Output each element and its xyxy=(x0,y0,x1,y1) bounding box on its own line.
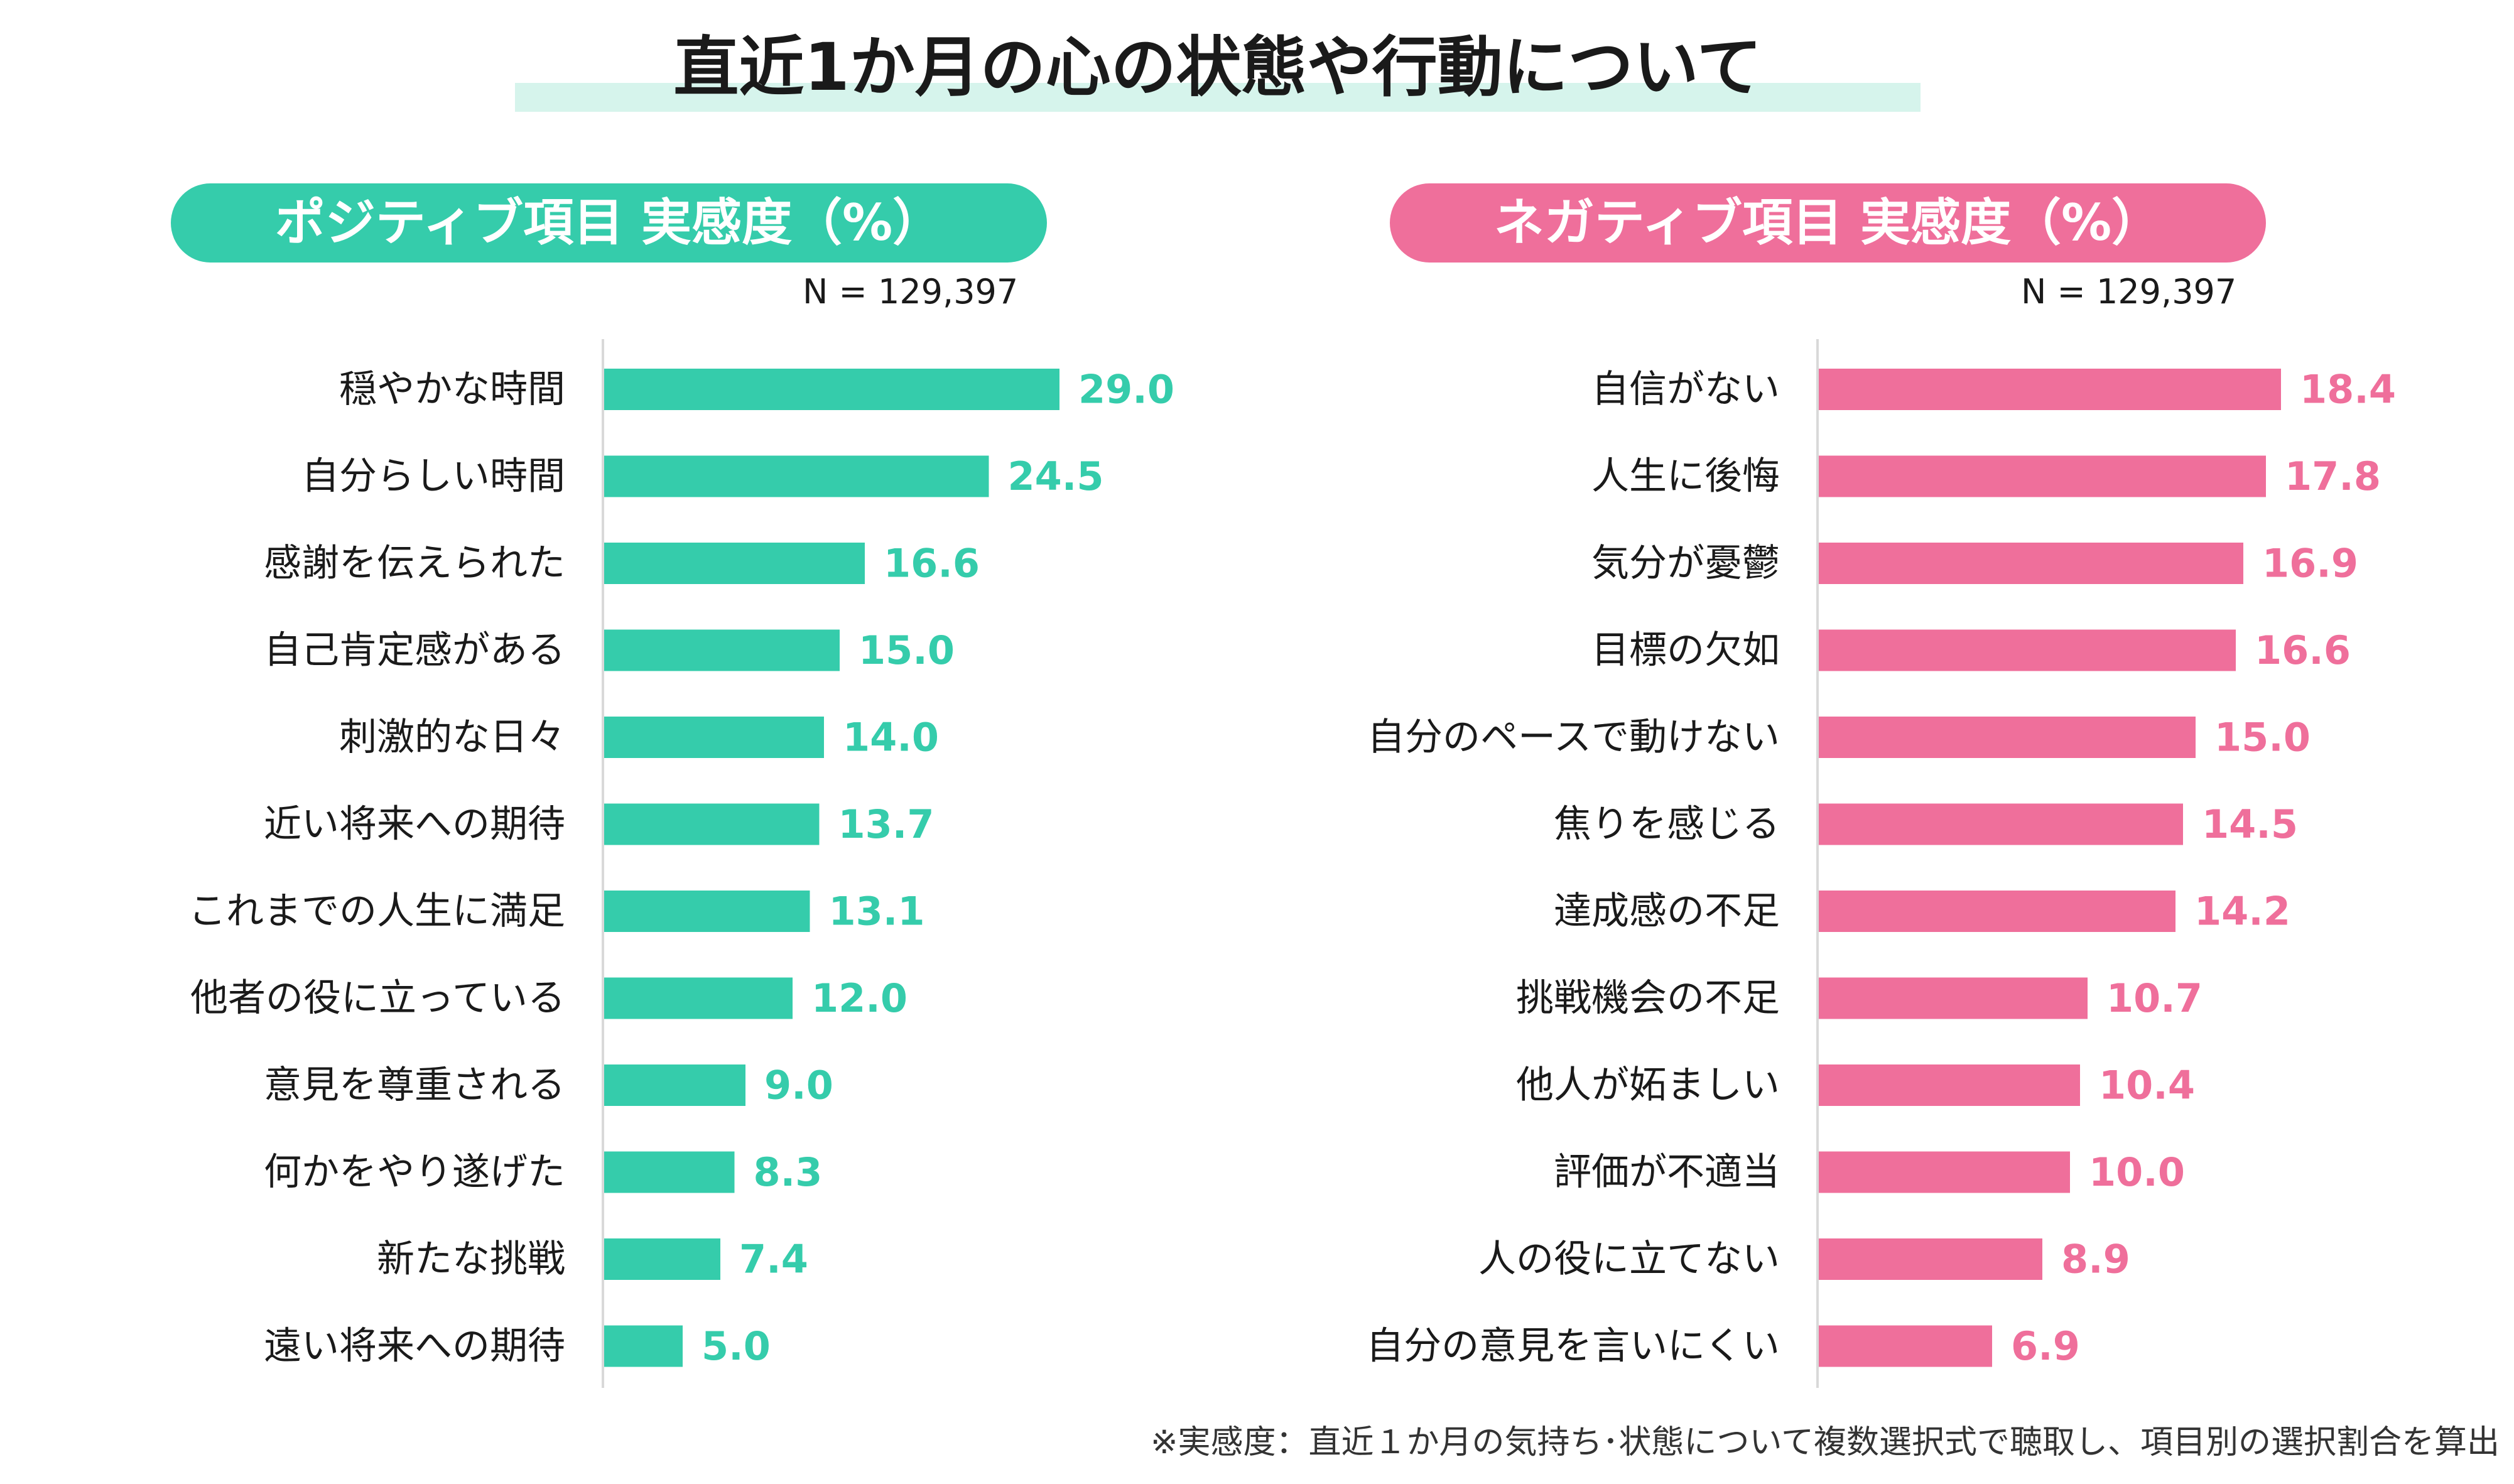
negative-category-label: 自信がない xyxy=(1591,367,1780,411)
negative-bar xyxy=(1819,629,2236,671)
negative-value-label: 16.9 xyxy=(2262,541,2358,587)
positive-value-label: 16.6 xyxy=(884,541,980,587)
positive-bar xyxy=(604,1238,720,1280)
positive-category-label: 自己肯定感がある xyxy=(264,629,565,673)
positive-category-label: 刺激的な日々 xyxy=(339,715,565,759)
positive-value-label: 5.0 xyxy=(702,1323,771,1369)
negative-value-label: 14.2 xyxy=(2194,889,2290,934)
positive-category-label: 穏やかな時間 xyxy=(339,367,565,411)
positive-bar xyxy=(604,629,840,671)
negative-category-label: 焦りを感じる xyxy=(1554,803,1780,847)
title-highlight-band xyxy=(515,83,1921,112)
negative-category-label: 人生に後悔 xyxy=(1591,455,1780,499)
negative-category-label: 目標の欠如 xyxy=(1591,629,1780,673)
negative-value-label: 18.4 xyxy=(2300,367,2396,413)
negative-value-label: 10.0 xyxy=(2089,1149,2185,1195)
negative-category-label: 気分が憂鬱 xyxy=(1591,541,1780,585)
negative-value-label: 10.4 xyxy=(2099,1063,2195,1108)
positive-value-label: 7.4 xyxy=(739,1237,808,1282)
negative-bar xyxy=(1819,543,2243,584)
negative-bar xyxy=(1819,891,2175,932)
positive-bar xyxy=(604,1151,735,1193)
positive-bar xyxy=(604,717,824,758)
positive-bar xyxy=(604,543,865,584)
positive-category-label: 意見を尊重される xyxy=(264,1063,565,1107)
positive-bar xyxy=(604,369,1059,410)
negative-bar xyxy=(1819,1064,2080,1106)
negative-category-label: 他人が妬ましい xyxy=(1516,1063,1780,1107)
negative-sample-size: N = 129,397 xyxy=(2021,272,2237,311)
negative-bar xyxy=(1819,977,2088,1019)
main-title: 直近1か月の心の状態や行動について xyxy=(673,29,1762,106)
negative-panel-header: ネガティブ項目 実感度（%） xyxy=(1390,183,2266,263)
positive-panel-header: ポジティブ項目 実感度（%） xyxy=(171,183,1047,263)
negative-bar xyxy=(1819,1238,2042,1280)
negative-bar xyxy=(1819,455,2266,497)
positive-bar xyxy=(604,891,810,932)
positive-value-label: 29.0 xyxy=(1078,367,1174,413)
negative-value-label: 6.9 xyxy=(2011,1323,2080,1369)
negative-bar xyxy=(1819,1151,2070,1193)
positive-value-label: 8.3 xyxy=(754,1149,823,1195)
positive-bar xyxy=(604,455,989,497)
negative-category-label: 自分のペースで動けない xyxy=(1367,715,1780,759)
positive-category-label: 感謝を伝えられた xyxy=(264,541,565,585)
positive-category-label: 近い将来への期待 xyxy=(264,803,565,847)
negative-bar-chart: 自信がない 18.4 人生に後悔 17.8 気分が憂鬱 16.9 目標の欠如 16.6 自分のペ… xyxy=(1366,339,2396,1388)
negative-category-label: 人の役に立てない xyxy=(1478,1237,1780,1281)
positive-value-label: 9.0 xyxy=(764,1063,833,1108)
positive-value-label: 24.5 xyxy=(1008,453,1104,499)
positive-value-label: 14.0 xyxy=(843,715,939,761)
positive-bar-chart: 穏やかな時間 29.0 自分らしい時間 24.5 感謝を伝えられた 16.6 自己肯定感があ… xyxy=(188,339,1174,1388)
negative-bar xyxy=(1819,369,2281,410)
negative-bar xyxy=(1819,717,2196,758)
positive-category-label: 他者の役に立っている xyxy=(190,977,565,1021)
positive-bar xyxy=(604,1325,683,1367)
negative-bar xyxy=(1819,1325,1992,1367)
negative-category-label: 達成感の不足 xyxy=(1554,889,1780,933)
negative-value-label: 10.7 xyxy=(2106,975,2202,1021)
footnote: ※実感度：直近１か月の気持ち･状態について複数選択式で聴取し、項目別の選択割合を… xyxy=(1150,1424,2500,1461)
positive-category-label: これまでの人生に満足 xyxy=(188,889,565,933)
negative-value-label: 14.5 xyxy=(2202,801,2298,847)
positive-category-label: 新たな挑戦 xyxy=(377,1237,565,1281)
positive-category-label: 自分らしい時間 xyxy=(301,455,565,499)
positive-sample-size: N = 129,397 xyxy=(803,272,1019,311)
positive-value-label: 12.0 xyxy=(811,975,908,1021)
negative-category-label: 評価が不適当 xyxy=(1554,1151,1780,1194)
negative-category-label: 自分の意見を言いにくい xyxy=(1366,1324,1780,1368)
positive-bar xyxy=(604,1064,745,1106)
positive-category-label: 何かをやり遂げた xyxy=(264,1151,565,1194)
negative-category-label: 挑戦機会の不足 xyxy=(1516,977,1780,1021)
negative-value-label: 8.9 xyxy=(2061,1237,2130,1282)
negative-value-label: 15.0 xyxy=(2214,715,2311,761)
negative-value-label: 16.6 xyxy=(2255,627,2351,673)
positive-value-label: 15.0 xyxy=(859,627,955,673)
positive-value-label: 13.7 xyxy=(838,801,935,847)
negative-value-label: 17.8 xyxy=(2285,453,2381,499)
positive-bar xyxy=(604,977,793,1019)
positive-category-label: 遠い将来への期待 xyxy=(264,1324,565,1368)
positive-bar xyxy=(604,803,820,845)
positive-value-label: 13.1 xyxy=(829,889,925,934)
negative-bar xyxy=(1819,803,2183,845)
